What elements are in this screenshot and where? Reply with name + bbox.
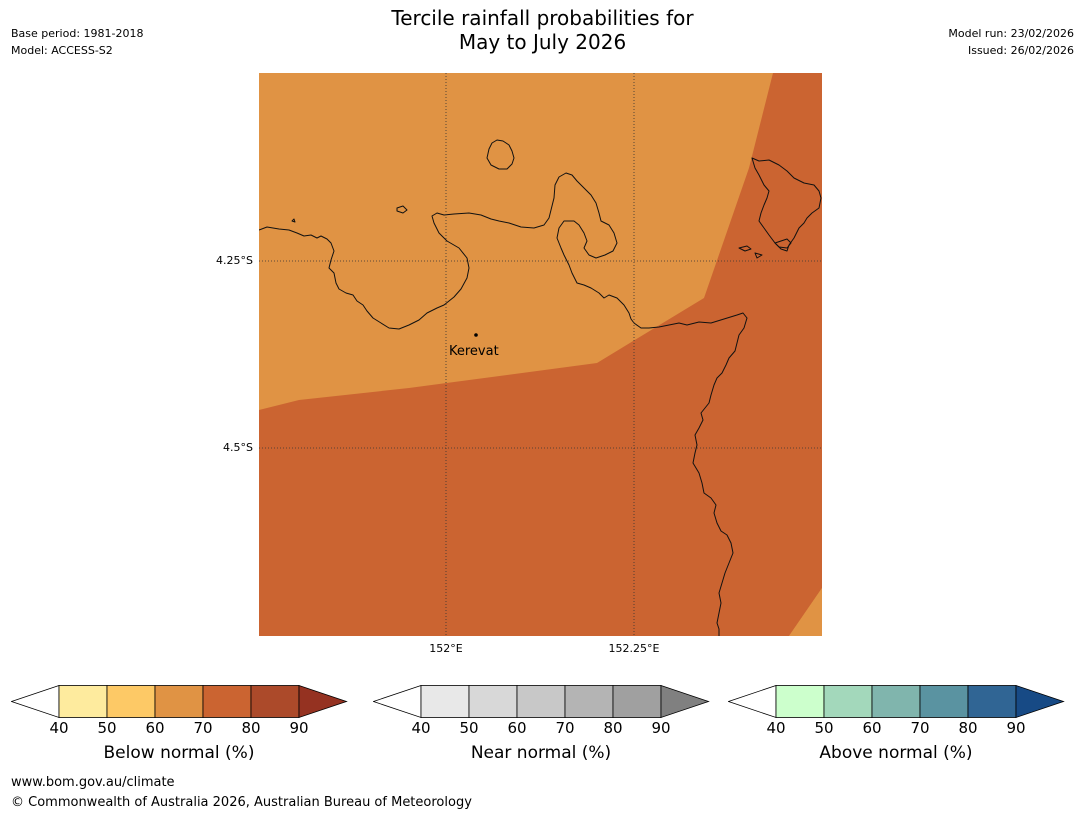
colorbar-tick-label: 90 <box>289 719 309 737</box>
metadata-right: Model run: 23/02/2026 Issued: 26/02/2026 <box>948 25 1074 59</box>
lon-label-152-25: 152.25°E <box>608 642 660 655</box>
colorbar-tick-label: 90 <box>651 719 671 737</box>
colorbar-tick-label: 80 <box>241 719 261 737</box>
colorbar-tick-label: 50 <box>814 719 834 737</box>
colorbar-tick-label: 70 <box>555 719 575 737</box>
colorbar-cell <box>106 685 156 718</box>
colorbar-2 <box>373 685 710 719</box>
colorbar-tick-label: 60 <box>507 719 527 737</box>
colorbar-tick-label: 40 <box>49 719 69 737</box>
colorbar-over-arrow <box>660 685 710 719</box>
lat-label-4-5: 4.5°S <box>223 441 253 454</box>
chart-title: Tercile rainfall probabilities for May t… <box>0 6 1085 54</box>
metadata-left: Base period: 1981-2018 Model: ACCESS-S2 <box>11 25 143 59</box>
colorbar-cell <box>871 685 921 718</box>
colorbar-over-arrow <box>1015 685 1065 719</box>
colorbar-cell <box>202 685 252 718</box>
colorbar-label: Above normal (%) <box>819 743 973 763</box>
model-run-text: Model run: 23/02/2026 <box>948 27 1074 40</box>
colorbar-cell <box>516 685 566 718</box>
footer-copyright: © Commonwealth of Australia 2026, Austra… <box>11 795 472 810</box>
colorbar-cell <box>564 685 614 718</box>
map-panel: Kerevat <box>259 73 822 636</box>
colorbar-tick-label: 70 <box>910 719 930 737</box>
base-period-text: Base period: 1981-2018 <box>11 27 144 40</box>
colorbar-tick-label: 80 <box>603 719 623 737</box>
colorbar-1 <box>11 685 348 719</box>
colorbar-under-arrow <box>728 685 777 719</box>
issued-text: Issued: 26/02/2026 <box>967 44 1074 57</box>
graticule <box>259 73 822 636</box>
colorbar-tick-label: 80 <box>958 719 978 737</box>
colorbar-under-arrow <box>11 685 60 719</box>
colorbar-label: Below normal (%) <box>103 743 255 763</box>
colorbar-cell <box>823 685 873 718</box>
colorbar-cell <box>919 685 969 718</box>
colorbar-3 <box>728 685 1065 719</box>
colorbar-cell <box>154 685 204 718</box>
colorbar-tick-label: 40 <box>411 719 431 737</box>
colorbar-label: Near normal (%) <box>470 743 612 763</box>
colorbar-cell <box>775 685 825 718</box>
lon-label-152: 152°E <box>429 642 463 655</box>
colorbar-cell <box>612 685 662 718</box>
model-text: Model: ACCESS-S2 <box>11 44 113 57</box>
colorbar-cell <box>58 685 108 718</box>
kerevat-marker <box>474 333 478 337</box>
map-region-lighter-corner <box>789 588 822 636</box>
colorbar-tick-label: 90 <box>1006 719 1026 737</box>
coastline <box>259 139 822 636</box>
colorbar-tick-label: 50 <box>459 719 479 737</box>
kerevat-label: Kerevat <box>449 344 499 359</box>
colorbar-tick-label: 70 <box>193 719 213 737</box>
colorbar-tick-label: 60 <box>862 719 882 737</box>
lat-label-4-25: 4.25°S <box>216 254 253 267</box>
colorbar-over-arrow <box>298 685 348 719</box>
colorbar-cell <box>967 685 1017 718</box>
map-region-darker <box>259 73 822 636</box>
colorbar-tick-label: 40 <box>766 719 786 737</box>
colorbar-cell <box>468 685 518 718</box>
title-line-1: Tercile rainfall probabilities for <box>391 6 694 30</box>
colorbar-tick-label: 60 <box>145 719 165 737</box>
colorbar-under-arrow <box>373 685 422 719</box>
footer-url[interactable]: www.bom.gov.au/climate <box>11 775 175 790</box>
colorbar-cell <box>420 685 470 718</box>
title-line-2: May to July 2026 <box>458 30 627 54</box>
colorbar-cell <box>250 685 300 718</box>
colorbar-tick-label: 50 <box>97 719 117 737</box>
